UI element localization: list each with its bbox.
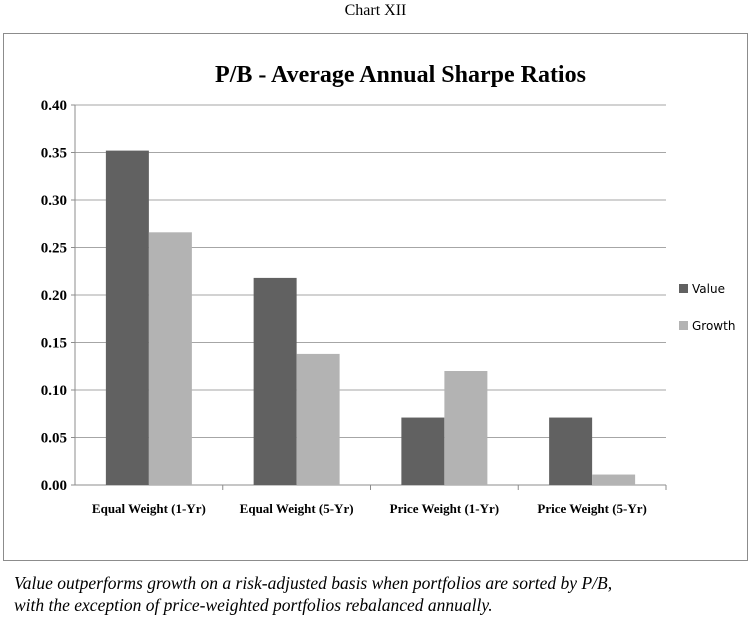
x-tick-label: Equal Weight (1-Yr): [92, 501, 206, 516]
legend-swatch-growth: [679, 321, 688, 330]
bar-growth: [444, 371, 488, 485]
y-tick-label: 0.40: [41, 98, 67, 114]
y-tick-label: 0.35: [41, 146, 67, 162]
bar-value: [105, 150, 149, 485]
legend-label-value: Value: [692, 282, 725, 296]
chart-frame: P/B - Average Annual Sharpe Ratios 0.00 0.…: [3, 33, 748, 561]
legend-swatch-value: [679, 284, 688, 293]
y-tick-label: 0.05: [41, 431, 67, 447]
bar-chart: P/B - Average Annual Sharpe Ratios 0.00 0.…: [41, 62, 736, 516]
caption-line-1: Value outperforms growth on a risk-adjus…: [14, 573, 613, 593]
caption-line-2: with the exception of price-weighted por…: [14, 595, 493, 615]
bar-value: [549, 417, 593, 485]
y-tick-label: 0.15: [41, 336, 67, 352]
bar-growth: [592, 474, 636, 485]
bar-value: [401, 417, 445, 485]
y-tick-label: 0.10: [41, 383, 67, 399]
x-tick-label: Equal Weight (5-Yr): [240, 501, 354, 516]
y-tick-label: 0.20: [41, 288, 67, 304]
x-tick-label: Price Weight (5-Yr): [537, 501, 647, 516]
bar-value: [253, 277, 297, 485]
y-tick-label: 0.30: [41, 193, 67, 209]
x-tick-label: Price Weight (1-Yr): [390, 501, 500, 516]
caption: Value outperforms growth on a risk-adjus…: [14, 572, 744, 616]
figure-label: Chart XII: [344, 2, 407, 19]
y-tick-label: 0.00: [41, 478, 67, 494]
y-tick-label: 0.25: [41, 241, 67, 257]
bar-growth: [296, 353, 340, 485]
bar-growth: [148, 232, 192, 485]
legend-label-growth: Growth: [692, 319, 735, 333]
chart-title: P/B - Average Annual Sharpe Ratios: [215, 62, 586, 88]
